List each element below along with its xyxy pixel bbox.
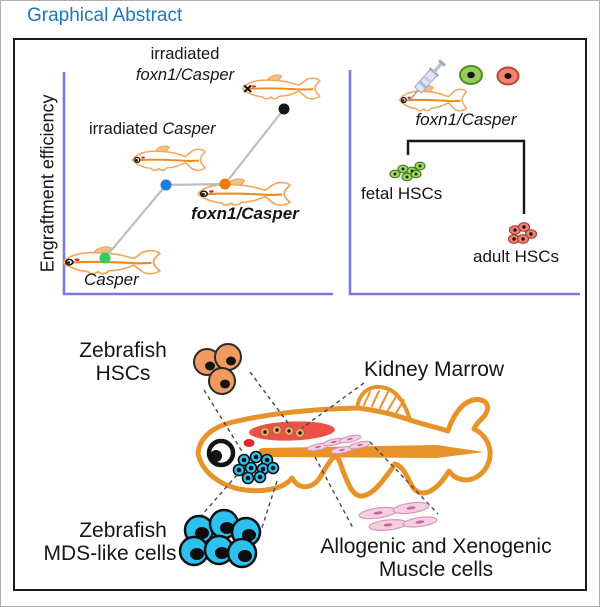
data-point-casper (99, 252, 111, 264)
left-plot-axes (62, 72, 333, 296)
label-line: HSCs (95, 362, 151, 385)
label-line-italic: foxn1/Casper (135, 66, 235, 84)
fetal-hsc-cells-icon (389, 161, 426, 182)
anatomy-panel (178, 343, 493, 569)
fish-eye (206, 438, 236, 468)
comparison-bracket (406, 139, 526, 214)
syringe-icon (408, 59, 446, 102)
label-fetal-hscs: fetal HSCs (361, 184, 443, 203)
label-line-plain: irradiated (150, 45, 220, 63)
label-adult-hscs: adult HSCs (473, 247, 559, 266)
muscle-cells-in-fish (306, 434, 372, 455)
label-irradiated-casper: irradiated Casper (89, 120, 216, 139)
label-line: Zebrafish (79, 339, 167, 362)
label-line: Allogenic and Xenogenic (320, 535, 552, 558)
kidney-marrow-region (249, 421, 335, 441)
label-kidney-marrow: Kidney Marrow (364, 358, 505, 381)
label-line: Muscle cells (378, 558, 494, 581)
red-cell-icon (496, 66, 520, 86)
transplant-panel (348, 59, 580, 296)
callout-dashed-lines (200, 371, 439, 541)
label-zebrafish-hscs: Zebrafish HSCs (61, 339, 185, 385)
big-zebrafish-illustration (195, 384, 493, 499)
green-cell-icon (459, 65, 483, 85)
label-recipient-fish: foxn1/Casper (415, 110, 517, 129)
adult-hsc-cells-icon (507, 222, 538, 244)
graphical-abstract-figure (13, 38, 587, 591)
page-title: Graphical Abstract (27, 5, 183, 26)
label-prefix: irradiated (89, 120, 163, 138)
label-irradiated-foxn1-casper: irradiated foxn1/Casper (121, 44, 249, 86)
irradiated-foxn1-casper-fish-icon (241, 73, 321, 100)
recipient-fish-icon (398, 84, 468, 112)
data-point-foxn1-casper (219, 178, 231, 190)
mds-cells-in-fish (232, 450, 280, 485)
trend-line (104, 108, 285, 259)
data-point-irradiated-casper (160, 179, 172, 191)
right-panel-axes (348, 70, 580, 296)
label-zebrafish-mds-line2: MDS-like cells (43, 542, 177, 565)
dorsal-fin (355, 384, 412, 422)
label-casper: Casper (84, 270, 139, 289)
y-axis-label: Engraftment efficiency (37, 94, 58, 273)
label-italic: Casper (162, 120, 216, 138)
data-point-irradiated-foxn1-casper (278, 103, 290, 115)
casper-fish-icon (61, 245, 162, 276)
engraftment-plot (61, 72, 333, 296)
label-zebrafish-mds-line1: Zebrafish (79, 519, 167, 542)
mds-like-cells-icon (178, 508, 262, 569)
label-foxn1-casper: foxn1/Casper (191, 204, 299, 223)
muscle-cells-icon (358, 501, 438, 531)
zebrafish-hsc-cells-icon (193, 343, 242, 395)
gill-spot (243, 439, 255, 447)
foxn1-casper-fish-icon (196, 177, 292, 207)
irradiated-casper-fish-icon (131, 144, 207, 172)
label-muscle-cells: Allogenic and Xenogenic Muscle cells (289, 535, 583, 581)
